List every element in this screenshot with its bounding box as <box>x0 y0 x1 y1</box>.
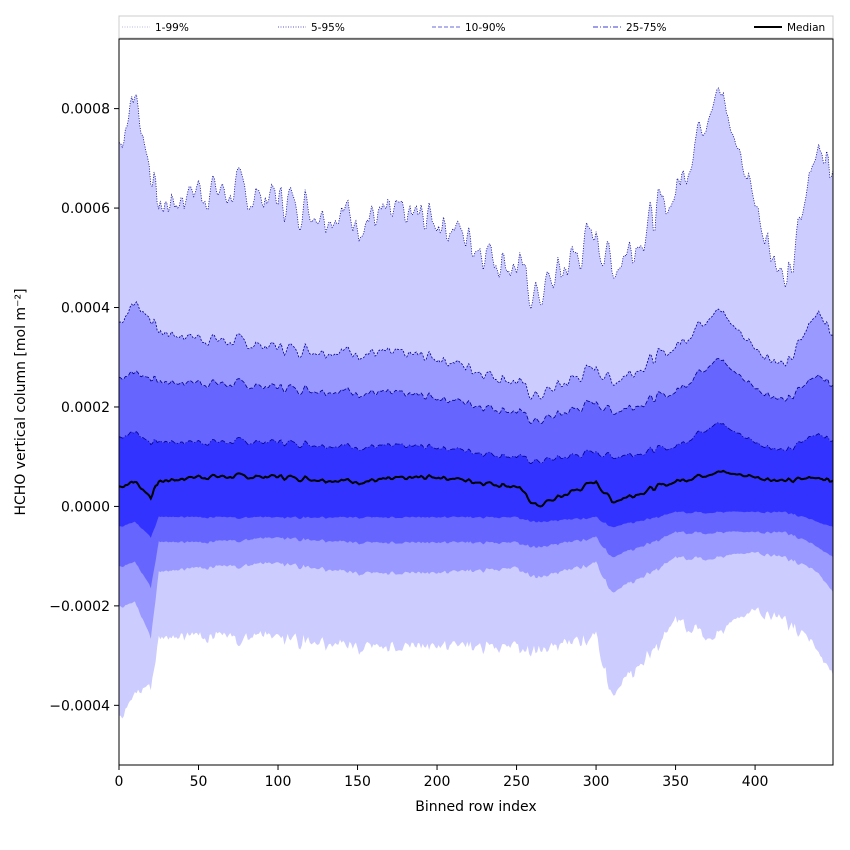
y-tick-label: 0.0008 <box>61 102 110 118</box>
x-tick-label: 50 <box>190 774 208 790</box>
legend-label: 1-99% <box>155 22 189 34</box>
band-10-90-upper-line <box>118 358 834 425</box>
y-tick-label: 0.0006 <box>61 201 110 217</box>
band-25-75 <box>119 422 833 538</box>
legend: 1-99% 5-95% 10-90% 25-75% Median <box>118 15 834 39</box>
x-tick-label: 250 <box>503 774 530 790</box>
x-tick-label: 300 <box>583 774 610 790</box>
band-1-99-upper-line <box>118 87 834 311</box>
x-tick-label: 400 <box>742 774 769 790</box>
y-tick-label: 0.0000 <box>61 499 110 515</box>
legend-label: 10-90% <box>465 22 506 34</box>
x-tick-label: 0 <box>115 774 124 790</box>
y-tick-label: −0.0002 <box>49 599 110 615</box>
legend-box <box>118 15 834 39</box>
x-tick-label: 150 <box>344 774 371 790</box>
median-line <box>118 469 834 508</box>
band-5-95-upper-line <box>118 301 834 400</box>
percentile-bands <box>119 88 833 719</box>
legend-label: 5-95% <box>311 22 345 34</box>
y-tick-label: 0.0004 <box>61 301 110 317</box>
x-axis: 0 50 100 150 200 250 300 350 400 <box>115 765 769 790</box>
legend-label: 25-75% <box>626 22 667 34</box>
y-axis-label: HCHO vertical column [mol m⁻²] <box>13 288 29 515</box>
x-tick-label: 100 <box>265 774 292 790</box>
percentile-lines <box>118 87 834 508</box>
plot-frame <box>118 38 834 766</box>
band-25-75-upper-line <box>118 422 834 465</box>
x-axis-label: Binned row index <box>415 799 536 815</box>
legend-label: Median <box>787 22 825 34</box>
x-tick-label: 350 <box>662 774 689 790</box>
x-tick-label: 200 <box>424 774 451 790</box>
y-axis: −0.0004 −0.0002 0.0000 0.0002 0.0004 0.0006 0.… <box>49 102 119 714</box>
y-tick-label: 0.0002 <box>61 400 110 416</box>
y-tick-label: −0.0004 <box>49 698 110 714</box>
